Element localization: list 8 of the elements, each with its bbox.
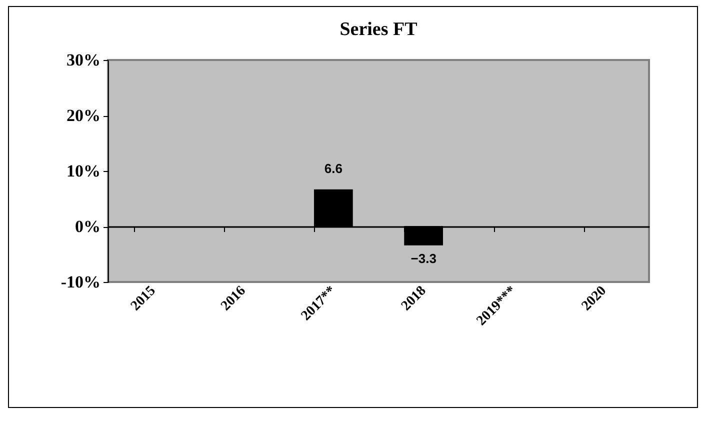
y-tick-label: 20% — [66, 106, 100, 125]
y-tick-label: 30% — [66, 50, 100, 70]
chart-title: Series FT — [340, 19, 418, 40]
data-label: −3.3 — [410, 250, 436, 266]
data-label: 6.6 — [324, 160, 342, 176]
y-tick-label: 10% — [66, 162, 100, 180]
y-tick-label: -10% — [60, 272, 100, 292]
y-tick-label: 0% — [75, 217, 100, 236]
